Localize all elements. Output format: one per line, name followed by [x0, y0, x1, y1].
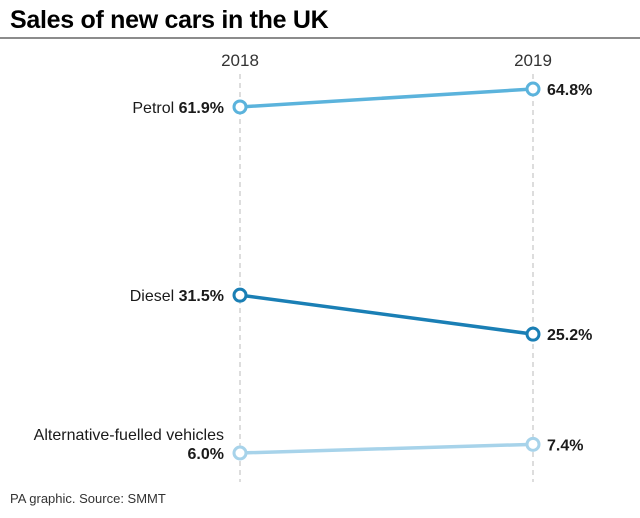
series-line-petrol [238, 87, 535, 109]
point-alternative-fuelled-vehicles-2018 [232, 445, 248, 461]
point-petrol-2018 [232, 99, 248, 115]
series-label-diesel-2018: Diesel 31.5% [130, 288, 224, 305]
value-label-diesel-2019: 25.2% [547, 327, 592, 344]
point-diesel-2018 [232, 287, 248, 303]
value-label-petrol-2018: 61.9% [179, 100, 224, 117]
point-diesel-2019 [525, 326, 541, 342]
value-label-petrol-2019: 64.8% [547, 82, 592, 99]
value-label-diesel-2018: 31.5% [179, 288, 224, 305]
series-name-diesel: Diesel [130, 288, 179, 305]
value-label-alternative-fuelled-vehicles-2019: 7.4% [547, 437, 583, 454]
series-line-diesel [238, 293, 535, 336]
series-name-petrol: Petrol [132, 100, 178, 117]
x-tick-label-2019: 2019 [514, 51, 552, 70]
point-alternative-fuelled-vehicles-2019 [525, 436, 541, 452]
series-layer: Petrol 61.9% 64.8% Diesel 31.5% 25.2% Altern… [34, 81, 592, 463]
chart-title: Sales of new cars in the UK [10, 6, 329, 34]
value-label-alternative-fuelled-vehicles-2018: 6.0% [188, 446, 224, 463]
series-label-petrol-2018: Petrol 61.9% [132, 100, 224, 117]
series-name-alternative-fuelled-vehicles: Alternative-fuelled vehicles [34, 427, 224, 444]
x-tick-label-2018: 2018 [221, 51, 259, 70]
point-petrol-2019 [525, 81, 541, 97]
source-note: PA graphic. Source: SMMT [10, 491, 166, 506]
series-line-alternative-fuelled-vehicles [238, 442, 535, 455]
